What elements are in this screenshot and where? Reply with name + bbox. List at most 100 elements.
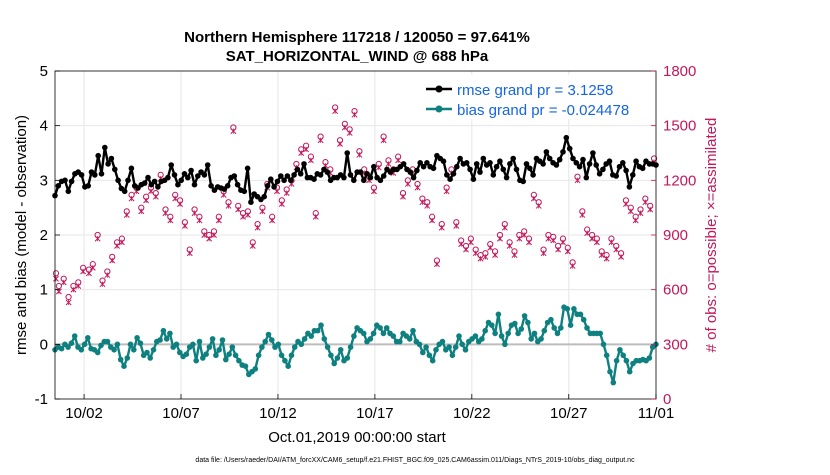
- y-tick-label-right: 300: [663, 336, 688, 353]
- y-tick-label: 4: [40, 118, 48, 135]
- bias-point: [183, 351, 190, 358]
- rmse-point: [630, 172, 636, 178]
- rmse-point: [175, 181, 181, 188]
- rmse-point: [414, 167, 420, 174]
- bias-point: [200, 355, 206, 361]
- bias-point: [577, 311, 584, 318]
- obs-assimilated-point: [60, 279, 67, 286]
- obs-assimilated-point: [395, 157, 402, 164]
- bias-point: [121, 363, 127, 370]
- obs-assimilated-point: [477, 255, 484, 262]
- obs-assimilated-point: [201, 232, 208, 238]
- bias-point: [610, 379, 617, 386]
- obs-assimilated-point: [400, 193, 406, 200]
- rmse-point: [563, 134, 570, 141]
- rmse-point: [454, 163, 460, 170]
- rmse-point: [470, 176, 477, 182]
- legend-rmse-marker: [435, 85, 443, 93]
- bias-point: [314, 327, 321, 334]
- rmse-point: [586, 161, 593, 167]
- rmse-point: [278, 173, 284, 179]
- rmse-point: [420, 163, 427, 170]
- bias-point: [551, 325, 557, 331]
- obs-assimilated-point: [148, 188, 154, 195]
- obs-assimilated-point: [540, 250, 547, 257]
- obs-assimilated-point: [138, 208, 145, 215]
- rmse-point: [367, 174, 374, 181]
- rmse-point: [510, 155, 516, 162]
- obs-assimilated-point: [443, 188, 450, 195]
- bias-point: [157, 337, 163, 343]
- obs-assimilated-point: [419, 199, 426, 206]
- bias-point: [548, 316, 554, 323]
- bias-point: [554, 330, 561, 337]
- bias-point: [275, 341, 282, 348]
- rmse-point: [125, 177, 131, 184]
- obs-assimilated-point: [453, 222, 460, 229]
- obs-assimilated-point: [70, 286, 77, 293]
- obs-assimilated-point: [118, 239, 125, 246]
- obs-possible-point: [52, 270, 60, 277]
- bias-point: [580, 316, 587, 323]
- rmse-point: [347, 172, 354, 178]
- rmse-point: [181, 171, 188, 177]
- bias-point: [209, 336, 216, 342]
- y-axis-label-right: # of obs: o=possible; ×=assimilated: [703, 118, 720, 353]
- rmse-point: [371, 163, 377, 170]
- rmse-point: [523, 161, 530, 167]
- rmse-point: [600, 166, 606, 173]
- rmse-point: [477, 169, 483, 175]
- obs-assimilated-point: [433, 261, 440, 268]
- rmse-point: [204, 162, 211, 168]
- bias-point: [620, 352, 626, 359]
- obs-assimilated-point: [506, 242, 513, 249]
- obs-assimilated-point: [598, 252, 605, 258]
- obs-assimilated-point: [303, 146, 310, 153]
- rmse-point: [626, 184, 633, 190]
- obs-assimilated-point: [637, 210, 644, 217]
- bias-point: [603, 352, 610, 359]
- obs-assimilated-point: [438, 224, 445, 231]
- rmse-point: [566, 145, 573, 152]
- bias-point: [334, 355, 341, 361]
- rmse-point: [606, 158, 613, 164]
- obs-assimilated-point: [152, 193, 159, 200]
- x-tick-label: 10/27: [550, 405, 588, 422]
- rmse-point: [463, 160, 470, 166]
- rmse-point: [639, 165, 646, 172]
- bias-point: [259, 344, 265, 350]
- rmse-point: [380, 173, 387, 179]
- obs-assimilated-point: [254, 224, 261, 231]
- bias-point: [512, 320, 518, 327]
- rmse-point: [410, 174, 417, 181]
- rmse-point: [98, 171, 105, 177]
- obs-counts: [52, 104, 658, 306]
- obs-assimilated-point: [317, 137, 324, 144]
- footer-data-file: data file: /Users/raeder/DAI/ATM_forcXX/…: [195, 457, 635, 464]
- bias-point: [410, 327, 416, 334]
- rmse-point: [291, 172, 297, 178]
- bias-point: [163, 336, 170, 342]
- rmse-point: [284, 173, 291, 179]
- rmse-point: [128, 165, 135, 172]
- rmse-point: [105, 161, 111, 167]
- rmse-point: [294, 166, 301, 173]
- rmse-point: [576, 163, 583, 170]
- bias-point: [173, 341, 180, 348]
- bias-point: [150, 347, 157, 353]
- bias-point: [242, 363, 249, 370]
- obs-assimilated-point: [307, 157, 314, 164]
- rmse-point: [573, 160, 580, 166]
- bias-point: [502, 341, 508, 348]
- rmse-point: [317, 172, 324, 178]
- bias-point: [420, 349, 426, 356]
- bias-point: [232, 352, 239, 359]
- series: [52, 134, 659, 386]
- rmse-point: [583, 174, 590, 181]
- rmse-point: [78, 172, 85, 178]
- bias-point: [160, 327, 167, 334]
- bias-point: [538, 336, 544, 342]
- bias-point: [190, 341, 196, 348]
- obs-assimilated-point: [235, 206, 242, 213]
- obs-assimilated-point: [143, 197, 150, 204]
